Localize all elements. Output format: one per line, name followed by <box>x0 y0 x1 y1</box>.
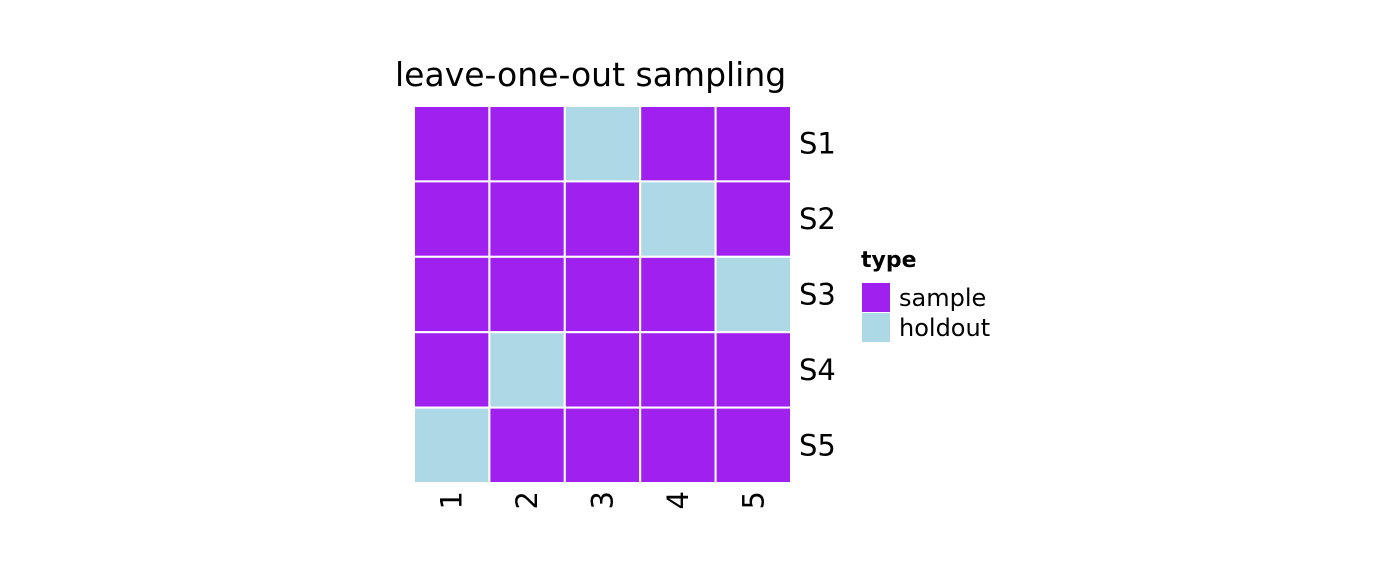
column-label-4: 4 <box>661 491 695 509</box>
row-label-s4: S4 <box>799 353 836 387</box>
row-labels: S1 S2 S3 S4 S5 <box>799 127 836 463</box>
legend-swatch-sample <box>862 283 890 312</box>
heatmap-cell-s4-5-sample <box>714 331 792 409</box>
heatmap-cell-s5-5-sample <box>714 406 792 485</box>
heatmap-cell-s2-1-sample <box>413 180 491 258</box>
row-label-s5: S5 <box>799 428 836 462</box>
heatmap-cell-s1-2-sample <box>488 105 566 183</box>
heatmap-cell-s2-3-sample <box>563 180 642 258</box>
column-label-5: 5 <box>736 491 770 509</box>
legend-label-holdout: holdout <box>899 314 990 342</box>
column-label-3: 3 <box>586 491 620 509</box>
chart-title: leave-one-out sampling <box>395 55 786 94</box>
column-label-2: 2 <box>510 491 544 509</box>
heatmap-cell-s1-5-sample <box>714 105 792 183</box>
legend-label-sample: sample <box>899 284 986 312</box>
heatmap-cell-s1-3-holdout <box>563 105 642 183</box>
heatmap-cell-s4-1-sample <box>413 331 491 409</box>
row-label-s2: S2 <box>799 202 836 236</box>
heatmap-cells <box>413 105 792 485</box>
heatmap-cell-s3-3-sample <box>563 255 642 334</box>
column-labels: 1 2 3 4 5 <box>435 491 771 509</box>
heatmap-cell-s3-2-sample <box>488 255 566 334</box>
heatmap-cell-s3-4-sample <box>639 255 717 334</box>
heatmap-cell-s2-2-sample <box>488 180 566 258</box>
heatmap-cell-s2-4-holdout <box>639 180 717 258</box>
heatmap-cell-s4-2-holdout <box>488 331 566 409</box>
heatmap-cell-s1-1-sample <box>413 105 491 183</box>
heatmap-cell-s4-4-sample <box>639 331 717 409</box>
column-label-1: 1 <box>435 491 469 509</box>
heatmap-cell-s5-3-sample <box>563 406 642 485</box>
heatmap-cell-s5-1-holdout <box>413 406 491 485</box>
heatmap-cell-s1-4-sample <box>639 105 717 183</box>
legend-title: type <box>861 248 917 273</box>
heatmap-cell-s2-5-sample <box>714 180 792 258</box>
heatmap-cell-s5-2-sample <box>488 406 566 485</box>
heatmap-cell-s3-1-sample <box>413 255 491 334</box>
legend-swatch-holdout <box>862 313 890 342</box>
heatmap-cell-s3-5-holdout <box>714 255 792 334</box>
row-label-s1: S1 <box>799 127 836 161</box>
row-label-s3: S3 <box>799 278 836 312</box>
heatmap-cell-s4-3-sample <box>563 331 642 409</box>
heatmap-cell-s5-4-sample <box>639 406 717 485</box>
